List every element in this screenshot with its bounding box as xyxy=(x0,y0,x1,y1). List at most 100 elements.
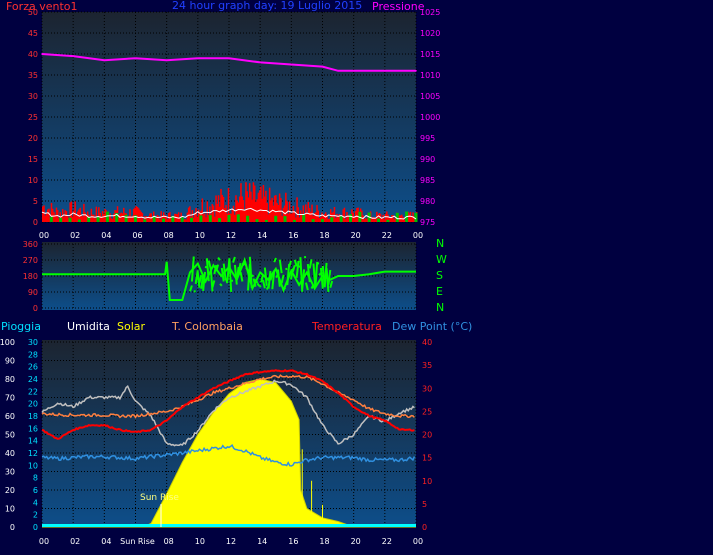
wind-bar xyxy=(101,211,104,222)
wind-bar xyxy=(129,209,131,222)
wind-bar xyxy=(389,217,392,222)
wind-bar xyxy=(326,214,328,222)
humidity-tick-label: 70 xyxy=(5,394,15,403)
wind-bar xyxy=(243,210,246,222)
y-right-tick-label: 1000 xyxy=(420,113,440,122)
x-tick-label: 12 xyxy=(226,231,236,240)
legend-tcol: T. Colombaia xyxy=(171,320,243,333)
temp-tick-label: 10 xyxy=(422,477,432,486)
wind-bar xyxy=(169,212,171,222)
wind-bar xyxy=(66,216,69,222)
wind-bar xyxy=(378,213,381,222)
wind-bar xyxy=(134,207,136,222)
wind-direction-segment xyxy=(211,280,216,288)
wind-bar xyxy=(323,213,326,222)
wind-bar xyxy=(374,218,377,222)
wind-bar xyxy=(306,212,308,222)
wind-bar xyxy=(177,212,180,222)
wind-bar xyxy=(118,214,120,222)
gust-bar xyxy=(199,215,203,222)
wind-bar xyxy=(109,213,111,222)
wind-bar xyxy=(337,216,339,222)
bottom-marks xyxy=(41,368,416,528)
wind-direction-segment xyxy=(310,284,315,289)
wind-bar xyxy=(361,210,363,222)
x-tick-label: 10 xyxy=(195,231,205,240)
wind-bar xyxy=(256,199,258,222)
wind-bar xyxy=(43,205,45,222)
wind-bar xyxy=(250,191,252,222)
temp-tick-label: 0 xyxy=(422,523,427,532)
wind-bar xyxy=(45,213,48,222)
legend-temp: Temperatura xyxy=(311,320,382,333)
y-left-tick-label: 35 xyxy=(28,71,38,80)
pressure-point xyxy=(321,65,324,68)
wind-bar xyxy=(322,216,324,222)
wind-bar xyxy=(131,215,134,222)
wind-direction-segment xyxy=(241,262,246,266)
wind-bar xyxy=(413,216,416,222)
y-right-tick-label: 1010 xyxy=(420,71,440,80)
wind-direction-segment xyxy=(217,257,221,261)
wind-bar xyxy=(344,219,347,222)
wind-bar xyxy=(260,186,262,222)
wind-bar xyxy=(201,198,204,222)
direction-label: S xyxy=(436,269,443,282)
wind-bar xyxy=(202,214,205,222)
gust-bar xyxy=(255,219,259,222)
wind-bar xyxy=(266,203,268,222)
humidity-tick-label: 40 xyxy=(5,449,15,458)
wind-bar xyxy=(336,213,338,222)
wind-bar xyxy=(51,208,54,222)
gust-bar xyxy=(302,214,306,222)
legend-dew: Dew Point (°C) xyxy=(392,320,472,333)
wind-bar xyxy=(315,212,317,222)
wind-bar xyxy=(293,210,296,222)
wind-bar xyxy=(295,217,297,222)
wind-bar xyxy=(290,213,292,222)
wind-bar xyxy=(139,210,141,222)
x-tick-label: 20 xyxy=(351,537,361,546)
wind-bar xyxy=(220,188,222,222)
x-tick-label: 04 xyxy=(101,537,111,546)
wind-bar xyxy=(307,202,310,222)
wind-bar xyxy=(296,197,298,222)
wind-bar xyxy=(54,214,56,222)
gust-bar xyxy=(208,215,212,222)
gust-bar xyxy=(133,215,137,222)
gust-bar xyxy=(87,216,91,222)
wind-bar xyxy=(411,216,413,222)
gust-bar xyxy=(227,214,231,222)
x-tick-label: 00 xyxy=(39,231,49,240)
gust-bar xyxy=(339,216,343,222)
wind-direction-segment xyxy=(327,269,332,285)
wind-bar xyxy=(185,219,187,222)
y-left-tick-label: 15 xyxy=(28,155,38,164)
dir-tick-label: 180 xyxy=(23,272,38,281)
x-tick-label: 12 xyxy=(226,537,236,546)
wind-bar xyxy=(357,207,359,222)
gust-bar xyxy=(320,219,324,222)
wind-bar xyxy=(162,212,165,222)
wind-bar xyxy=(195,208,197,222)
wind-bar xyxy=(308,207,311,222)
wind-bar xyxy=(63,216,65,222)
wind-bar xyxy=(69,202,71,222)
gust-bar xyxy=(414,212,418,222)
wind-bar xyxy=(221,194,224,222)
wind-direction-segment xyxy=(267,270,272,289)
wind-bar xyxy=(230,213,232,222)
pressure-point xyxy=(352,70,355,72)
wind-bar xyxy=(392,215,394,222)
gust-bar xyxy=(143,219,147,222)
wind-bar xyxy=(123,207,125,222)
pressure-point xyxy=(103,59,106,62)
wind-direction-segment xyxy=(305,282,309,291)
temp-tick-label: 30 xyxy=(422,384,432,393)
gust-bar xyxy=(330,217,334,222)
wind-bar xyxy=(46,209,49,222)
wind-bar xyxy=(212,205,215,222)
wind-direction-segment xyxy=(220,267,225,282)
wind-bar xyxy=(240,183,242,222)
gust-bar xyxy=(348,214,352,222)
